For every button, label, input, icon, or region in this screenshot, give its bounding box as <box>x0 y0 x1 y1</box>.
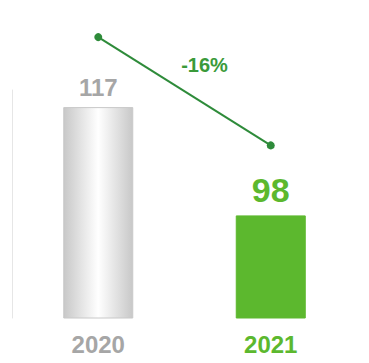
svg-text:2021: 2021 <box>244 331 297 358</box>
svg-text:2020: 2020 <box>72 331 125 358</box>
svg-text:-16%: -16% <box>181 54 228 76</box>
svg-text:98: 98 <box>252 171 290 209</box>
svg-text:117: 117 <box>79 74 118 101</box>
